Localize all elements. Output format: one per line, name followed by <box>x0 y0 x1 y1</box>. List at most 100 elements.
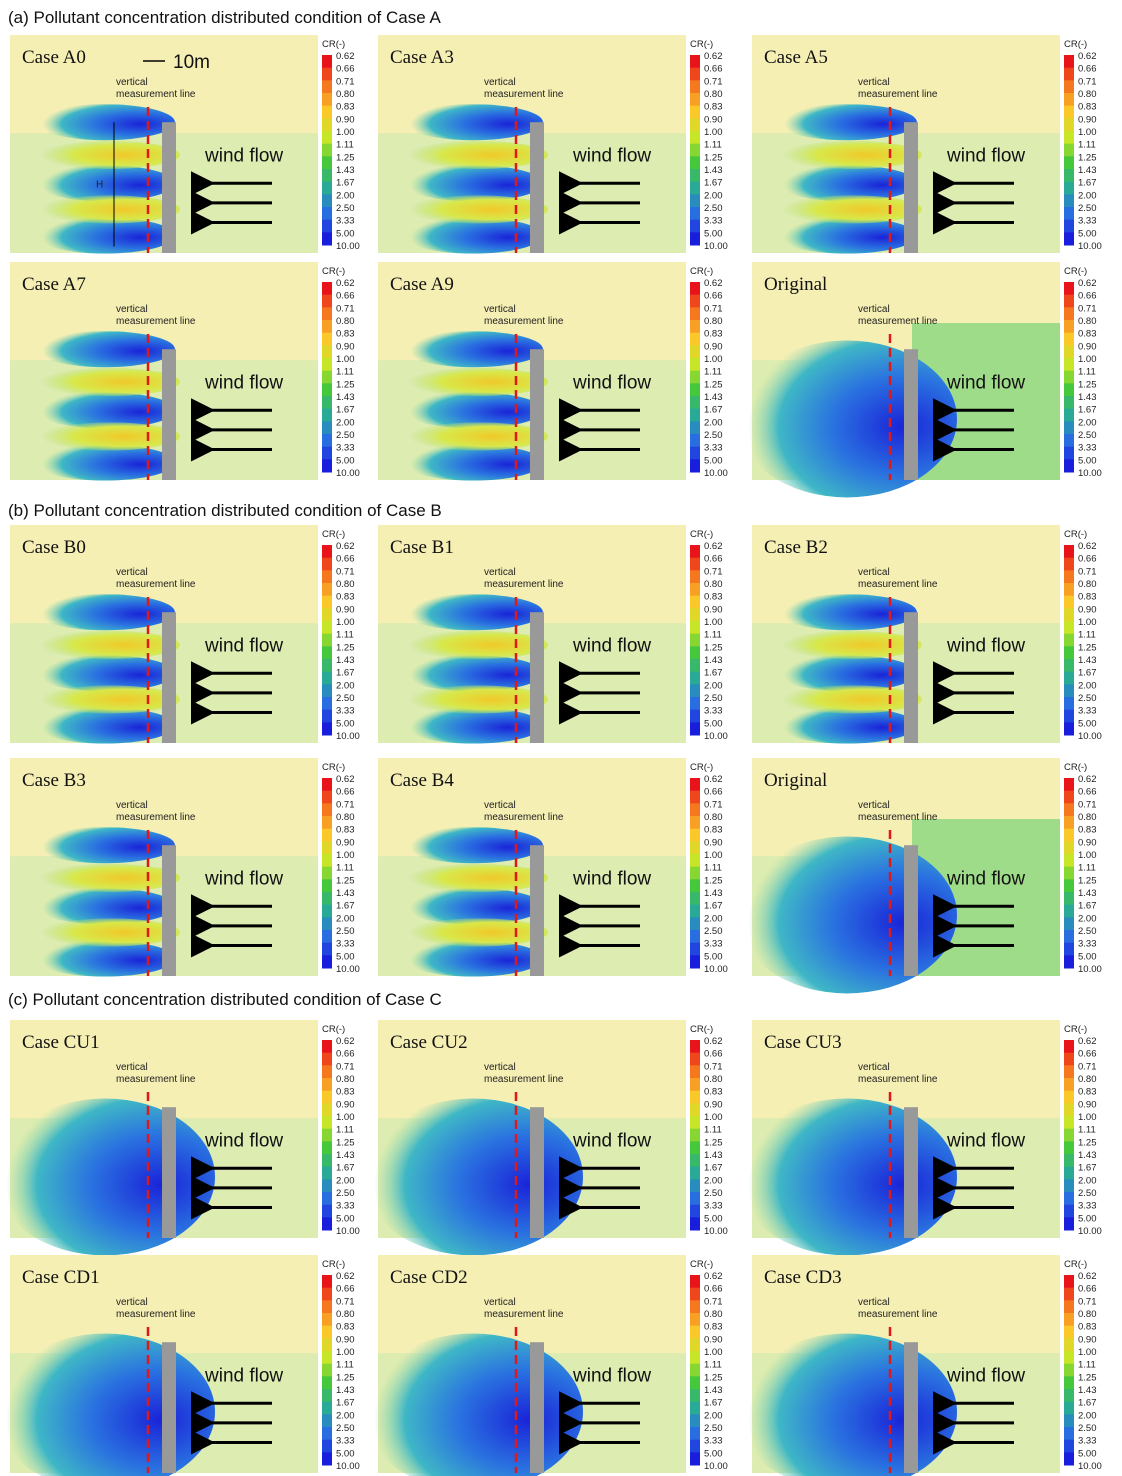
colorbar-tick: 5.00 <box>336 1448 355 1459</box>
colorbar-cell <box>690 1440 700 1453</box>
colorbar-cell <box>1064 684 1074 697</box>
plume <box>35 827 175 863</box>
colorbar-tick: 3.33 <box>1078 216 1097 227</box>
colorbar-cell <box>322 182 332 195</box>
colorbar-tick: 0.90 <box>704 114 723 125</box>
colorbar-tick: 10.00 <box>336 731 360 742</box>
colorbar-cell <box>1064 1141 1074 1154</box>
line-label: measurement line <box>858 1309 938 1320</box>
colorbar-cell <box>690 333 700 346</box>
line-label: vertical <box>858 567 890 578</box>
warm-zone <box>40 368 180 396</box>
colorbar-cell <box>690 409 700 422</box>
colorbar-cell <box>690 1351 700 1364</box>
colorbar-tick: 0.71 <box>1078 1296 1097 1307</box>
colorbar-tick: 0.66 <box>336 554 355 565</box>
colorbar-tick: 0.71 <box>704 303 723 314</box>
warm-zone <box>782 141 922 169</box>
colorbar-tick: 0.90 <box>704 1334 723 1345</box>
line-label: measurement line <box>858 579 938 590</box>
colorbar-tick: 1.43 <box>704 888 723 899</box>
colorbar-tick: 0.83 <box>336 1087 355 1098</box>
colorbar-tick: 2.00 <box>336 190 355 201</box>
line-label: vertical <box>116 77 148 88</box>
colorbar-cell <box>1064 80 1074 93</box>
colorbar-cell <box>690 697 700 710</box>
colorbar-tick: 1.43 <box>1078 1150 1097 1161</box>
case-label: Case CU3 <box>764 1032 842 1053</box>
colorbar-cell <box>322 131 332 144</box>
case-label: Case CU2 <box>390 1032 468 1053</box>
colorbar-tick: 3.33 <box>704 939 723 950</box>
colorbar-tick: 2.50 <box>336 1188 355 1199</box>
colorbar-tick: 1.00 <box>336 127 355 138</box>
panel: Case A5verticalmeasurement linewind flow… <box>752 35 1102 254</box>
colorbar-tick: 0.71 <box>336 1296 355 1307</box>
colorbar-tick: 1.25 <box>336 1137 355 1148</box>
warm-zone <box>40 864 180 892</box>
colorbar-cell <box>690 421 700 434</box>
case-label: Case B3 <box>22 770 86 791</box>
plume <box>35 331 175 367</box>
colorbar-tick: 5.00 <box>1078 455 1097 466</box>
line-label: vertical <box>116 1062 148 1073</box>
section-title: (c) Pollutant concentration distributed … <box>8 990 442 1009</box>
colorbar-tick: 0.71 <box>336 566 355 577</box>
colorbar-tick: 0.62 <box>704 1271 723 1282</box>
colorbar-cell <box>690 684 700 697</box>
wind-label: wind flow <box>204 372 283 393</box>
panel: Case B0verticalmeasurement linewind flow… <box>10 525 360 744</box>
colorbar-cell <box>322 1205 332 1218</box>
line-label: measurement line <box>116 316 196 327</box>
colorbar-cell <box>690 621 700 634</box>
height-label: H <box>96 180 103 191</box>
colorbar-tick: 1.67 <box>1078 901 1097 912</box>
colorbar-cell <box>322 1275 332 1288</box>
figure: (a) Pollutant concentration distributed … <box>0 0 1122 1476</box>
colorbar-cell <box>322 697 332 710</box>
colorbar-tick: 1.67 <box>704 1398 723 1409</box>
colorbar-cell <box>322 320 332 333</box>
case-label: Case B2 <box>764 537 828 558</box>
panel: Case B4verticalmeasurement linewind flow… <box>378 758 728 977</box>
colorbar-tick: 0.62 <box>704 541 723 552</box>
colorbar-cell <box>690 1275 700 1288</box>
colorbar-tick: 1.00 <box>704 617 723 628</box>
colorbar-tick: 2.50 <box>1078 926 1097 937</box>
colorbar-cell <box>690 1326 700 1339</box>
colorbar-tick: 3.33 <box>704 1436 723 1447</box>
colorbar-tick: 1.00 <box>1078 617 1097 628</box>
colorbar-cell <box>1064 1414 1074 1427</box>
colorbar-tick: 1.43 <box>336 655 355 666</box>
case-label: Case CD1 <box>22 1267 100 1288</box>
colorbar-cell <box>1064 1351 1074 1364</box>
colorbar-tick: 2.50 <box>704 926 723 937</box>
colorbar-title: CR(-) <box>1064 39 1087 50</box>
wind-label: wind flow <box>572 1130 651 1151</box>
colorbar-tick: 1.67 <box>1078 1398 1097 1409</box>
colorbar-tick: 1.43 <box>336 1385 355 1396</box>
colorbar-tick: 2.50 <box>704 203 723 214</box>
colorbar-cell <box>1064 955 1074 968</box>
colorbar-tick: 10.00 <box>336 468 360 479</box>
colorbar-cell <box>1064 307 1074 320</box>
colorbar-cell <box>1064 55 1074 68</box>
plume <box>403 594 543 630</box>
plume <box>777 594 917 630</box>
colorbar-cell <box>690 1452 700 1465</box>
colorbar-tick: 0.83 <box>336 825 355 836</box>
colorbar-tick: 5.00 <box>1078 228 1097 239</box>
colorbar-tick: 0.66 <box>336 1049 355 1060</box>
colorbar-cell <box>322 345 332 358</box>
colorbar-title: CR(-) <box>1064 529 1087 540</box>
colorbar-tick: 2.50 <box>1078 430 1097 441</box>
colorbar-cell <box>1064 841 1074 854</box>
colorbar-cell <box>322 583 332 596</box>
colorbar-cell <box>690 182 700 195</box>
case-label: Case CD2 <box>390 1267 468 1288</box>
colorbar-tick: 5.00 <box>704 455 723 466</box>
colorbar-title: CR(-) <box>1064 1259 1087 1270</box>
wind-label: wind flow <box>572 145 651 166</box>
colorbar-tick: 0.66 <box>1078 554 1097 565</box>
colorbar-tick: 1.43 <box>1078 655 1097 666</box>
